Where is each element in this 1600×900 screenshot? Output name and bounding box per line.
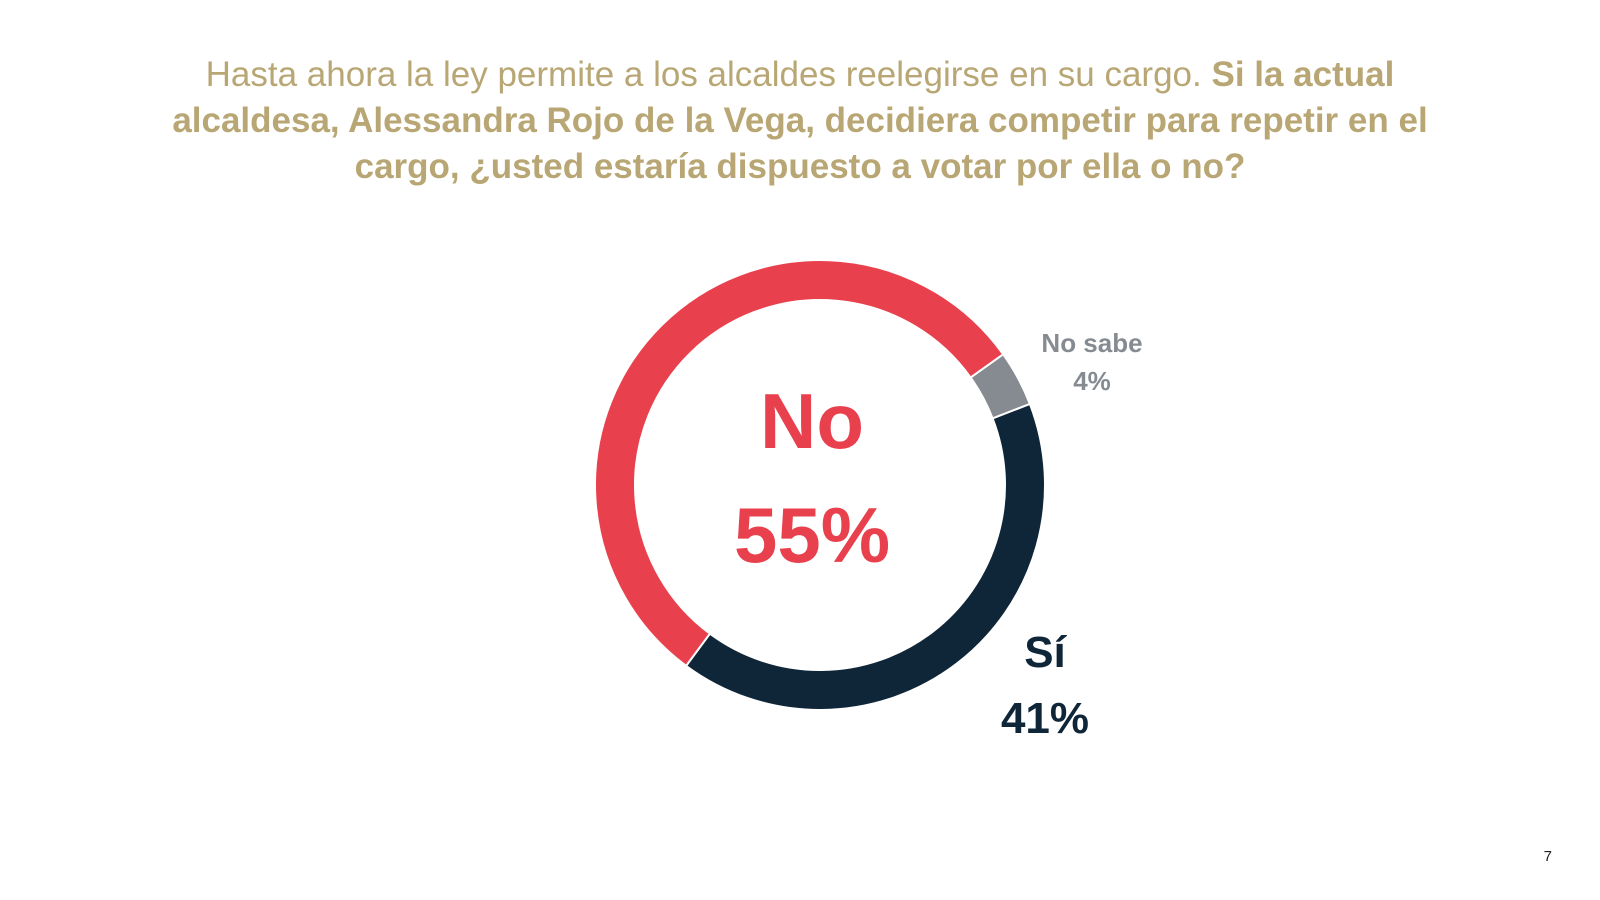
label-s--value: 41% — [1001, 694, 1089, 743]
label-no-value: 55% — [734, 491, 890, 579]
question-title: Hasta ahora la ley permite a los alcalde… — [130, 52, 1470, 190]
question-bold: Si la actual alcaldesa, Alessandra Rojo … — [172, 55, 1428, 186]
slice-no — [594, 259, 1005, 668]
page-number: 7 — [1543, 848, 1552, 865]
donut-labels: No 55% No sabe 4% Sí 41% — [734, 328, 1143, 743]
label-s--category: Sí — [1024, 628, 1067, 677]
question-intro: Hasta ahora la ley permite a los alcalde… — [205, 55, 1202, 94]
slice-s- — [684, 402, 1046, 711]
label-no-sabe-value: 4% — [1073, 366, 1111, 396]
label-no-sabe-category: No sabe — [1041, 328, 1142, 358]
label-no-category: No — [760, 377, 864, 465]
donut-slices — [594, 259, 1046, 711]
